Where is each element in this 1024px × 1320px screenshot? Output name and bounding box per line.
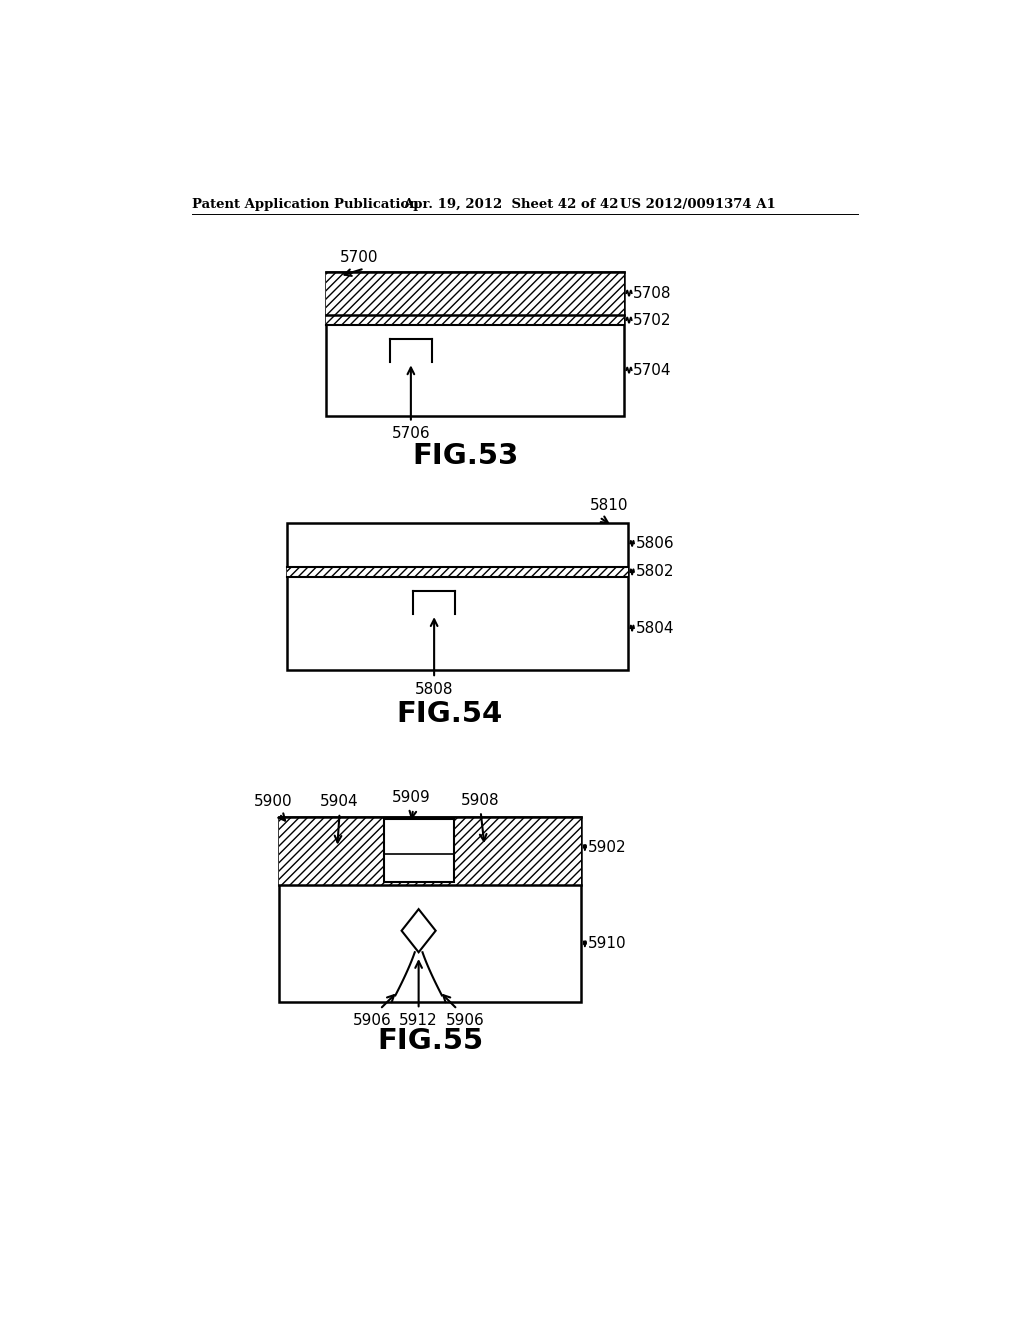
Text: 5900: 5900 (254, 795, 293, 809)
Polygon shape (401, 909, 435, 952)
Text: 5810: 5810 (590, 498, 629, 512)
Bar (326, 272, 624, 416)
Bar (280, 817, 582, 884)
Text: US 2012/0091374 A1: US 2012/0091374 A1 (621, 198, 776, 211)
Text: 5904: 5904 (321, 795, 358, 809)
Text: 5804: 5804 (636, 620, 674, 636)
Text: 5806: 5806 (636, 536, 674, 550)
Text: FIG.53: FIG.53 (412, 442, 518, 470)
Text: 5910: 5910 (588, 936, 627, 952)
Text: 5700: 5700 (340, 249, 378, 264)
Text: 5706: 5706 (391, 426, 430, 441)
Text: 5908: 5908 (462, 792, 500, 808)
Text: 5808: 5808 (415, 682, 454, 697)
Text: 5802: 5802 (636, 565, 674, 579)
Text: Apr. 19, 2012  Sheet 42 of 42: Apr. 19, 2012 Sheet 42 of 42 (403, 198, 618, 211)
Bar (287, 566, 628, 577)
Bar (280, 817, 582, 1002)
Text: 5708: 5708 (633, 285, 672, 301)
Text: FIG.55: FIG.55 (377, 1027, 483, 1055)
Text: 5912: 5912 (399, 1014, 438, 1028)
Text: 5902: 5902 (588, 840, 627, 855)
Text: FIG.54: FIG.54 (396, 700, 503, 727)
Bar (287, 523, 628, 671)
Text: 5906: 5906 (445, 1014, 484, 1028)
Text: 5704: 5704 (633, 363, 672, 378)
Bar (326, 314, 624, 326)
Bar (384, 818, 454, 882)
Text: 5906: 5906 (352, 1014, 391, 1028)
Text: Patent Application Publication: Patent Application Publication (191, 198, 418, 211)
Bar (326, 272, 624, 314)
Text: 5702: 5702 (633, 313, 672, 327)
Text: 5909: 5909 (391, 791, 430, 805)
